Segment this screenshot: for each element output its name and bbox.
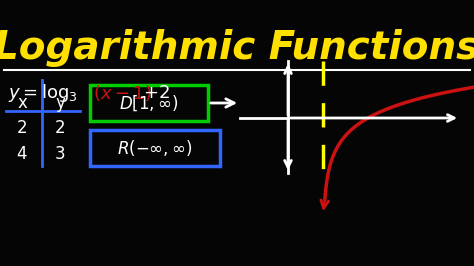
Text: 2: 2 bbox=[17, 119, 27, 137]
Text: 3: 3 bbox=[55, 145, 65, 163]
Text: $(x-1)$: $(x-1)$ bbox=[93, 83, 152, 103]
Text: Logarithmic Functions: Logarithmic Functions bbox=[0, 29, 474, 67]
Text: 4: 4 bbox=[17, 145, 27, 163]
Text: $D[1,\infty)$: $D[1,\infty)$ bbox=[119, 93, 179, 113]
Text: y: y bbox=[55, 94, 65, 112]
Text: $R(-\infty,\infty)$: $R(-\infty,\infty)$ bbox=[118, 138, 192, 158]
Text: $y = \log_3$: $y = \log_3$ bbox=[8, 82, 78, 104]
Text: $+2$: $+2$ bbox=[143, 84, 170, 102]
Bar bbox=[90, 85, 208, 121]
Bar bbox=[90, 130, 220, 166]
Text: x: x bbox=[17, 94, 27, 112]
Text: 2: 2 bbox=[55, 119, 65, 137]
